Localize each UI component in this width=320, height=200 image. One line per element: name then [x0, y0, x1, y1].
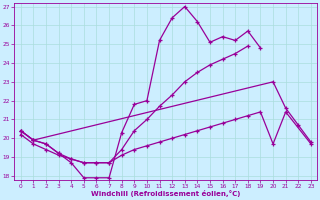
X-axis label: Windchill (Refroidissement éolien,°C): Windchill (Refroidissement éolien,°C): [91, 190, 241, 197]
